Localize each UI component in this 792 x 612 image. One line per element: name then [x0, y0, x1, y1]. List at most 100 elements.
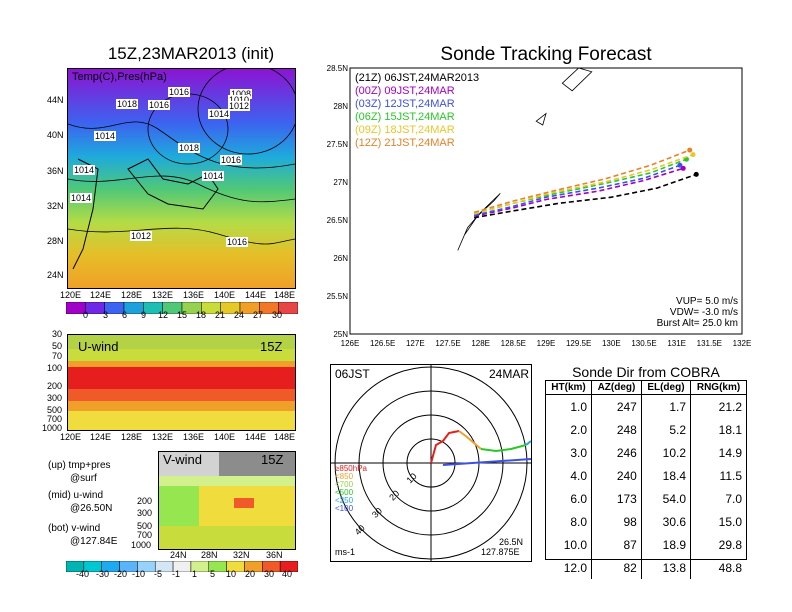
temp-scale-label: 6: [122, 310, 128, 320]
vwind-p-level: 1000: [131, 540, 152, 550]
hodograph-segment: [480, 444, 527, 453]
legend-mid: (mid) u-wind: [48, 490, 104, 501]
forecast-legend: (21Z) 06JST,24MAR2013 (00Z) 09JST,24MAR (0…: [355, 72, 479, 150]
uwind-plot: [68, 335, 295, 430]
table-title: Sonde Dir from COBRA: [572, 364, 720, 380]
vwind-lat-tick: 32N: [233, 550, 250, 560]
wind-scale-label: -20: [114, 569, 128, 579]
lat-tick: 40N: [47, 130, 64, 140]
table-cell: 18.9: [640, 533, 691, 556]
polar-lat: 26.5N: [499, 537, 524, 547]
table-cell: 11.5: [690, 464, 746, 487]
p-level: 70: [52, 351, 63, 361]
y-tick-label: 25N: [333, 330, 348, 339]
wind-scale-label: 10: [226, 569, 237, 579]
x-tick-label: 130.5E: [631, 339, 656, 348]
table-cell: 3.0: [570, 445, 588, 460]
isobar-label: 1008: [230, 89, 253, 99]
table-header-cell: EL(deg): [640, 381, 691, 395]
param-vdw: VDW= -3.0 m/s: [669, 307, 738, 318]
temp-scale-label: 15: [177, 310, 188, 320]
vwind-p-level: 200: [137, 496, 153, 506]
series-endpoint: [690, 152, 696, 158]
table-cell: 87: [591, 533, 642, 556]
polar-pressure-legend: ≥850hPa <850 <700 <500 <250 <100: [335, 465, 367, 513]
wind-scale-label: 40: [282, 569, 293, 579]
p-level: 300: [47, 393, 63, 403]
table-row: 4.0 240 18.4 11.5: [546, 464, 746, 487]
lon-tick: 144E: [245, 432, 267, 442]
table-cell: 18.4: [640, 464, 691, 487]
isobar-label: 1018: [116, 99, 139, 109]
vwind-panel: V-wind 15Z: [158, 451, 296, 550]
lon-tick: 140E: [214, 432, 236, 442]
wind-colorbar: [66, 561, 298, 572]
y-tick-label: 26N: [333, 254, 348, 263]
table-cell: 4.0: [570, 468, 588, 483]
table-cell: 29.8: [690, 533, 746, 556]
ring-label: 20: [387, 488, 401, 502]
ring-label: 10: [405, 471, 419, 485]
table-row: 6.0 173 54.0 7.0: [546, 487, 746, 510]
wind-scale-label: -40: [76, 569, 90, 579]
p-level: 50: [52, 341, 63, 351]
legend-up-level: @surf: [70, 473, 97, 484]
param-burst: Burst Alt= 25.0 km: [656, 318, 738, 329]
wind-scale-label: 1: [192, 569, 198, 579]
plot-frame: [349, 67, 743, 335]
temp-colorbar-labels: 0 3 6 9 12 15 18 21 24 27 30: [66, 310, 298, 323]
vwind-time: 15Z: [261, 452, 284, 467]
temp-colorbar: [66, 302, 298, 314]
temp-scale-label: 24: [234, 310, 245, 320]
legend-up: (up) tmp+pres: [48, 460, 111, 471]
uwind-title: U-wind: [78, 339, 119, 354]
lon-tick: 132E: [152, 432, 174, 442]
colorbar-swatch: [278, 302, 298, 314]
polar-panel: 10 20 30 40 06JST 24MAR ms-1 26.5N 127.875E…: [330, 364, 532, 562]
wind-scale-label: -10: [132, 569, 146, 579]
table-cell: 21.2: [690, 394, 746, 418]
lon-tick: 124E: [90, 290, 112, 300]
x-tick-label: 128E: [471, 339, 490, 348]
legend-entry: (06Z) 15JST,24MAR: [355, 111, 455, 123]
table-cell: 54.0: [640, 487, 691, 510]
x-tick-label: 131E: [667, 339, 686, 348]
x-tick-label: 126E: [341, 339, 360, 348]
lon-tick: 128E: [121, 290, 143, 300]
forecast-params: VUP= 5.0 m/s VDW= -3.0 m/s Burst Alt= 25…: [620, 296, 738, 329]
coastline: [535, 112, 547, 126]
table-cell: 48.8: [690, 556, 746, 579]
vwind-title: V-wind: [163, 452, 203, 467]
table-cell: 82: [591, 556, 642, 579]
isobar-label: 1010: [228, 95, 251, 105]
vwind-p-level: 700: [137, 530, 153, 540]
hodograph-segment: [458, 430, 482, 450]
table-cell: 247: [591, 394, 642, 418]
wind-colorbar-labels: -40 -30 -20 -10 -5 -1 1 5 10 20 30 40: [66, 569, 298, 582]
pressure-legend-entry: <500: [335, 488, 354, 497]
lon-tick: 148E: [274, 432, 296, 442]
vwind-lat-tick: 36N: [266, 550, 283, 560]
uwind-panel: U-wind 15Z: [67, 334, 296, 431]
lon-tick: 144E: [245, 290, 267, 300]
isobar-label: 1014: [202, 171, 225, 181]
series-endpoint: [693, 171, 699, 177]
table-row: 8.0 98 30.6 15.0: [546, 510, 746, 533]
map-title: 15Z,23MAR2013 (init): [107, 44, 275, 63]
table-cell: 12.0: [563, 560, 588, 575]
lat-tick: 24N: [47, 270, 64, 280]
table-cell: 18.1: [690, 418, 746, 441]
wind-scale-label: -1: [172, 569, 181, 579]
pressure-legend-entry: <250: [335, 496, 354, 505]
forecast-title: Sonde Tracking Forecast: [440, 44, 652, 65]
table-cell: 2.0: [570, 422, 588, 437]
table-cell: 1.7: [640, 394, 691, 418]
map-overlay-label: Temp(C),Pres(hPa): [72, 71, 167, 83]
temp-scale-label: 3: [103, 310, 109, 320]
wind-scale-label: 30: [264, 569, 275, 579]
table-cell: 10.2: [640, 441, 691, 464]
table-row: 2.0 248 5.2 18.1: [546, 418, 746, 441]
legend-entry: (00Z) 09JST,24MAR: [355, 85, 455, 97]
table-cell: 8.0: [570, 514, 588, 529]
temp-scale-label: 21: [215, 310, 226, 320]
